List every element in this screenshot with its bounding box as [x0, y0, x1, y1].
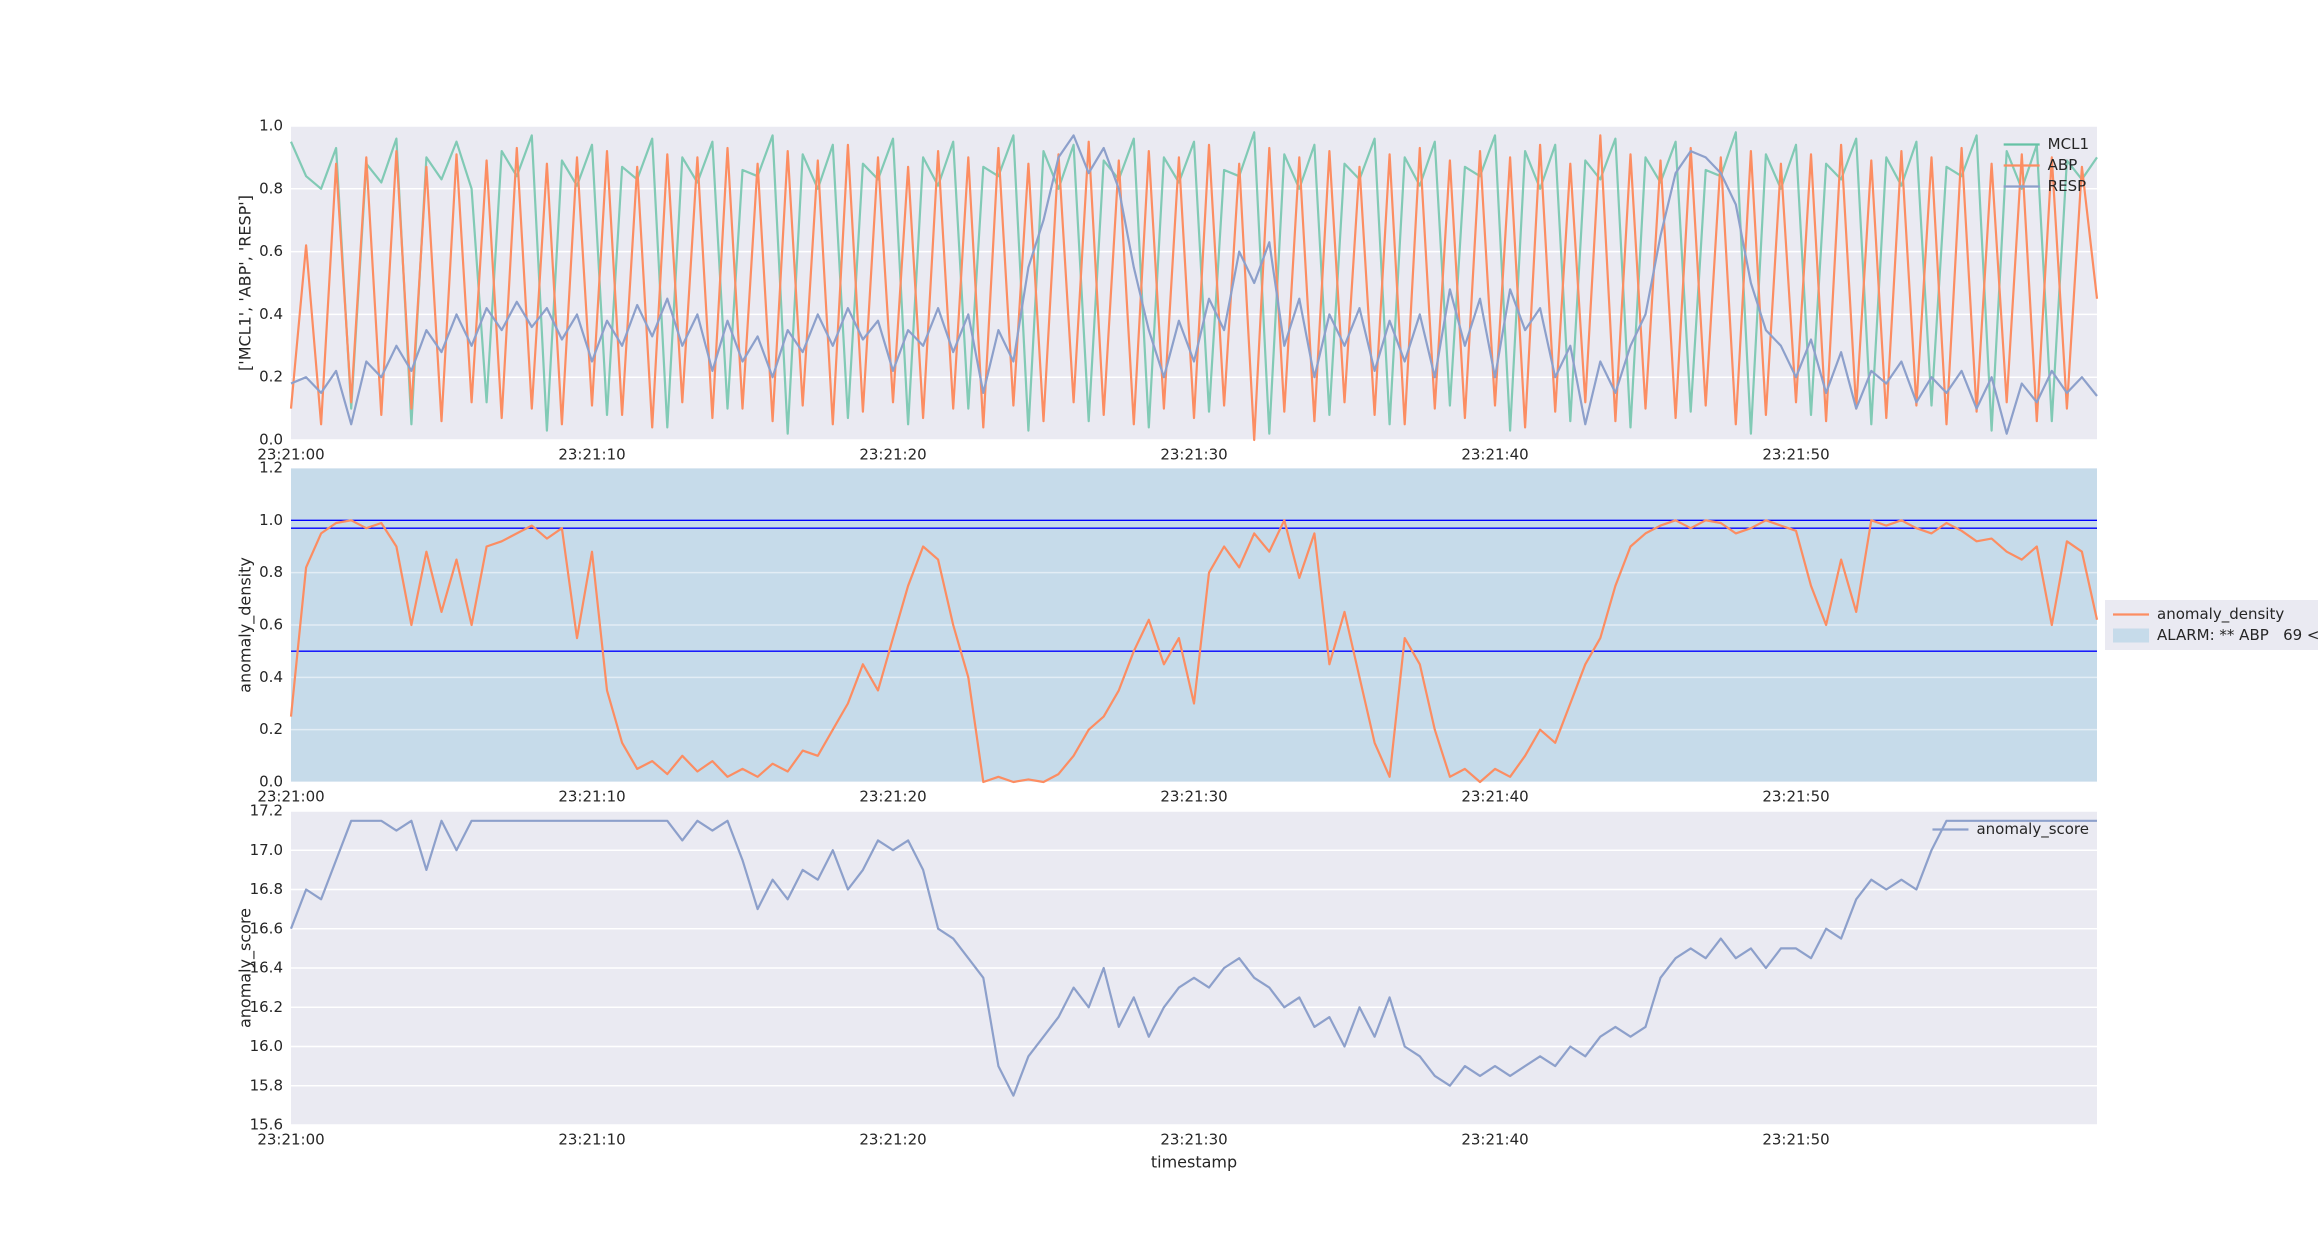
- y-tick-label: 16.6: [250, 919, 283, 937]
- y-tick-label: 1.0: [259, 511, 283, 529]
- x-tick-label: 23:21:30: [1160, 788, 1227, 806]
- x-tick-label: 23:21:20: [859, 446, 926, 464]
- y-tick-label: 1.2: [259, 459, 283, 477]
- y-tick-label: 0.4: [259, 305, 283, 323]
- legend-swatch: [2113, 628, 2149, 643]
- series-line: [289, 134, 2099, 442]
- legend-label: anomaly_density: [2157, 605, 2284, 624]
- x-tick-label: 23:21:00: [257, 1131, 324, 1149]
- y-tick-label: 0.8: [259, 563, 283, 581]
- series-line: [290, 134, 2098, 435]
- x-tick-label: 23:21:40: [1461, 446, 1528, 464]
- x-tick-label: 23:21:00: [257, 788, 324, 806]
- y-tick-label: 15.6: [250, 1116, 283, 1134]
- y-tick-label: 17.0: [250, 841, 283, 859]
- y-axis-label: ['MCL1', 'ABP', 'RESP']: [236, 195, 255, 371]
- x-tick-label: 23:21:20: [859, 1131, 926, 1149]
- x-tick-label: 23:21:10: [558, 446, 625, 464]
- x-tick-label: 23:21:40: [1461, 1131, 1528, 1149]
- x-tick-label: 23:21:50: [1762, 788, 1829, 806]
- legend: anomaly_density ALARM: ** ABP 69 < 80: [2105, 600, 2318, 650]
- legend-label: anomaly_score: [1976, 820, 2089, 839]
- series-line: [289, 131, 2098, 435]
- series-line: [289, 819, 2097, 1097]
- legend-label: ABP: [2048, 156, 2078, 174]
- y-tick-label: 0.6: [259, 242, 283, 260]
- x-tick-label: 23:21:30: [1160, 1131, 1227, 1149]
- legend-label: MCL1: [2048, 135, 2089, 153]
- y-tick-label: 0.6: [259, 616, 283, 634]
- x-tick-label: 23:21:40: [1461, 788, 1528, 806]
- y-tick-label: 16.8: [250, 880, 283, 898]
- x-tick-label: 23:21:50: [1762, 1131, 1829, 1149]
- y-tick-label: 16.0: [250, 1037, 283, 1055]
- y-tick-label: 17.2: [250, 802, 283, 820]
- x-tick-label: 23:21:30: [1160, 446, 1227, 464]
- y-tick-label: 15.8: [250, 1076, 283, 1094]
- legend-label: RESP: [2048, 177, 2086, 195]
- y-tick-label: 16.2: [250, 998, 283, 1016]
- y-tick-label: 0.0: [259, 773, 283, 791]
- x-tick-label: 23:21:50: [1762, 446, 1829, 464]
- x-tick-label: 23:21:00: [257, 446, 324, 464]
- y-tick-label: 0.2: [259, 368, 283, 386]
- y-axis-label: anomaly_density: [236, 557, 256, 693]
- y-tick-label: 16.4: [250, 959, 283, 977]
- y-tick-label: 0.0: [259, 431, 283, 449]
- y-tick-label: 0.8: [259, 179, 283, 197]
- y-tick-label: 1.0: [259, 117, 283, 135]
- y-tick-label: 0.2: [259, 720, 283, 738]
- y-axis-label: anomaly_score: [236, 908, 256, 1028]
- x-axis-label: timestamp: [1151, 1153, 1237, 1172]
- legend: anomaly_score: [1932, 820, 2089, 839]
- legend-label: ALARM: ** ABP 69 < 80: [2157, 626, 2318, 644]
- x-tick-label: 23:21:20: [859, 788, 926, 806]
- legend: MCL1 ABP RESP: [2003, 135, 2089, 195]
- series-line: [289, 519, 2099, 784]
- y-tick-label: 0.4: [259, 668, 283, 686]
- x-tick-label: 23:21:10: [558, 1131, 625, 1149]
- x-tick-label: 23:21:10: [558, 788, 625, 806]
